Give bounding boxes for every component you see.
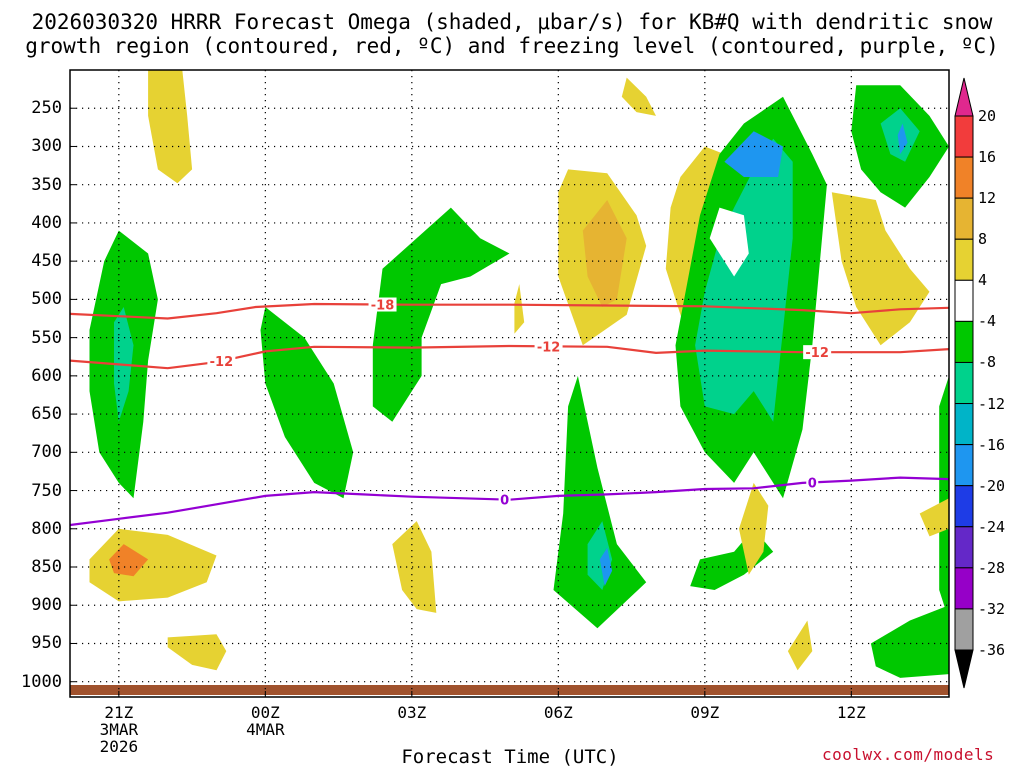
y-tick-label-1000: 1000: [21, 671, 62, 692]
contour-label-bg: [207, 354, 236, 369]
colorbar-label--12: -12: [978, 394, 1006, 413]
omega-region-24: [831, 192, 930, 346]
contour-label-freezing-0-0: 0: [500, 494, 509, 509]
y-tick-label-750: 750: [31, 480, 62, 501]
omega-region-15: [621, 77, 656, 116]
contour-dgz-18: [70, 302, 949, 320]
colorbar-label--36: -36: [978, 641, 1006, 659]
contour-label-dgz-12-0: -12: [210, 355, 234, 370]
x-tick-label-00Z: 00Z: [250, 703, 280, 722]
x-tick-label-09Z: 09Z: [690, 703, 720, 722]
contour-label-bg: [806, 475, 819, 490]
omega-region-22: [739, 482, 769, 575]
contour-label-bg: [803, 345, 832, 360]
y-tick-label-650: 650: [31, 404, 62, 425]
credit-link[interactable]: coolwx.com/models: [822, 745, 995, 764]
omega-region-8: [392, 521, 437, 613]
y-tick-label-450: 450: [31, 251, 62, 272]
chart-title-line1: 2026030320 HRRR Forecast Omega (shaded, …: [31, 10, 993, 34]
omega-region-0: [148, 70, 193, 184]
colorbar-label--4: -4: [978, 312, 997, 331]
colorbar-box-12: [954, 608, 974, 651]
y-tick-label-550: 550: [31, 327, 62, 348]
y-tick-label-600: 600: [31, 365, 62, 386]
y-tick-label-250: 250: [31, 98, 62, 119]
x-tick-label-2026: 2026: [99, 737, 139, 756]
colorbar-label-12: 12: [978, 189, 997, 208]
colorbar-label--20: -20: [978, 476, 1006, 495]
contour-label-freezing-0-1: 0: [808, 476, 817, 491]
omega-region-1: [89, 528, 217, 602]
colorbar-label--32: -32: [978, 599, 1006, 618]
colorbar-label--8: -8: [978, 353, 997, 372]
omega-region-14: [599, 547, 613, 587]
colorbar-label--24: -24: [978, 517, 1006, 536]
y-tick-label-900: 900: [31, 595, 62, 616]
chart-title-line2: growth region (contoured, red, ºC) and f…: [25, 34, 999, 58]
colorbar-label-4: 4: [978, 271, 988, 290]
x-axis-title: Forecast Time (UTC): [401, 746, 619, 768]
ground-strip: [70, 685, 949, 695]
omega-region-7: [372, 207, 510, 422]
x-tick-label-4MAR: 4MAR: [246, 720, 285, 739]
x-tick-label-12Z: 12Z: [836, 703, 866, 722]
y-tick-label-700: 700: [31, 442, 62, 463]
y-tick-label-950: 950: [31, 633, 62, 654]
colorbar-box-1: [954, 156, 974, 199]
omega-region-3: [167, 634, 227, 671]
colorbar-box-3: [954, 238, 974, 281]
contour-label-bg: [534, 339, 563, 354]
x-tick-label-03Z: 03Z: [397, 703, 427, 722]
colorbar-label--16: -16: [978, 435, 1006, 454]
omega-region-29: [939, 375, 949, 621]
colorbar-label-20: 20: [978, 107, 997, 125]
omega-region-11: [582, 200, 627, 307]
y-tick-label-800: 800: [31, 518, 62, 539]
omega-region-28: [870, 605, 949, 678]
contour-label-dgz-12-1: -12: [537, 340, 561, 355]
omega-region-6: [260, 307, 354, 499]
y-tick-label-300: 300: [31, 136, 62, 157]
colorbar-box-10: [954, 526, 974, 569]
omega-region-23: [787, 620, 813, 671]
colorbar-box-6: [954, 361, 974, 405]
plot-frame: [69, 69, 950, 698]
colorbar-label--28: -28: [978, 558, 1006, 577]
colorbar-box-8: [954, 444, 974, 487]
colorbar-top-tip: [954, 77, 974, 117]
y-tick-label-350: 350: [31, 174, 62, 195]
colorbar-box-2: [954, 197, 974, 240]
colorbar: [954, 77, 974, 689]
omega-region-12: [553, 375, 647, 629]
contour-label-dgz-18-0: -18: [371, 299, 395, 314]
x-tick-label-06Z: 06Z: [543, 703, 573, 722]
omega-region-9: [514, 284, 525, 334]
x-tick-label-21Z: 21Z: [104, 703, 134, 722]
colorbar-label-16: 16: [978, 148, 997, 167]
colorbar-box-11: [954, 567, 974, 610]
colorbar-bottom-tip: [954, 649, 974, 689]
colorbar-box-0: [954, 115, 974, 158]
omega-region-19: [724, 131, 783, 177]
colorbar-label-8: 8: [978, 230, 988, 249]
omega-region-30: [919, 498, 949, 537]
contour-dgz-12: [70, 344, 949, 370]
colorbar-box-5: [954, 320, 974, 363]
y-tick-label-850: 850: [31, 557, 62, 577]
colorbar-box-7: [954, 403, 974, 446]
plot-area: -18 -12 -12 -12 0 0: [70, 70, 949, 697]
colorbar-box-4: [954, 279, 974, 322]
x-tick-label-3MAR: 3MAR: [99, 720, 139, 739]
contour-label-bg: [368, 297, 397, 312]
contour-label-bg: [498, 492, 511, 507]
omega-region-20: [709, 207, 749, 277]
y-tick-label-500: 500: [31, 289, 62, 310]
y-tick-label-400: 400: [31, 212, 62, 233]
contour-label-dgz-12-2: -12: [805, 346, 829, 361]
colorbar-box-9: [954, 485, 974, 528]
